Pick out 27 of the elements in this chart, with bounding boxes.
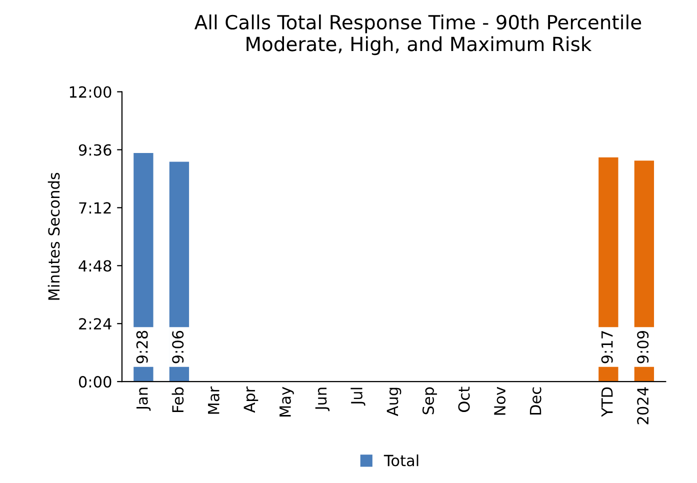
x-tick-label: Feb (172, 387, 184, 412)
y-axis-title: Minutes Seconds (48, 172, 60, 300)
chart-title: All Calls Total Response Time - 90th Percentile Moderate, High, and Maximum Risk (194, 14, 642, 56)
x-tick-label: Nov (494, 386, 506, 415)
x-tick-label: Dec (530, 387, 542, 414)
x-tick-label: Jul (350, 388, 366, 406)
x-tick-label: Mar (208, 386, 220, 414)
data-label: 9:28 (136, 330, 148, 364)
x-tick-label: Jun (315, 388, 330, 412)
y-tick-label: 2:24 (79, 318, 112, 330)
x-tick-label: 2024 (637, 387, 649, 424)
y-tick-label: 7:12 (79, 202, 111, 214)
x-tick-label: Sep (422, 387, 437, 414)
x-tick-label: Aug (386, 388, 402, 416)
data-label: 9:09 (637, 330, 649, 364)
x-tick-label: Oct (458, 386, 470, 412)
y-tick-label: 4:48 (78, 260, 112, 272)
legend-label: Total (384, 454, 418, 466)
x-tick-label: YTD (601, 387, 613, 417)
data-label: 9:17 (601, 331, 613, 364)
y-tick-label: 12:00 (70, 86, 112, 98)
x-tick-label: May (280, 386, 294, 417)
x-tick-label: Apr (244, 386, 258, 413)
y-tick-label: 0:00 (78, 376, 112, 388)
x-tick-label: Jan (136, 388, 151, 411)
data-label: 9:06 (172, 330, 184, 364)
y-tick-label: 9:36 (78, 144, 112, 156)
